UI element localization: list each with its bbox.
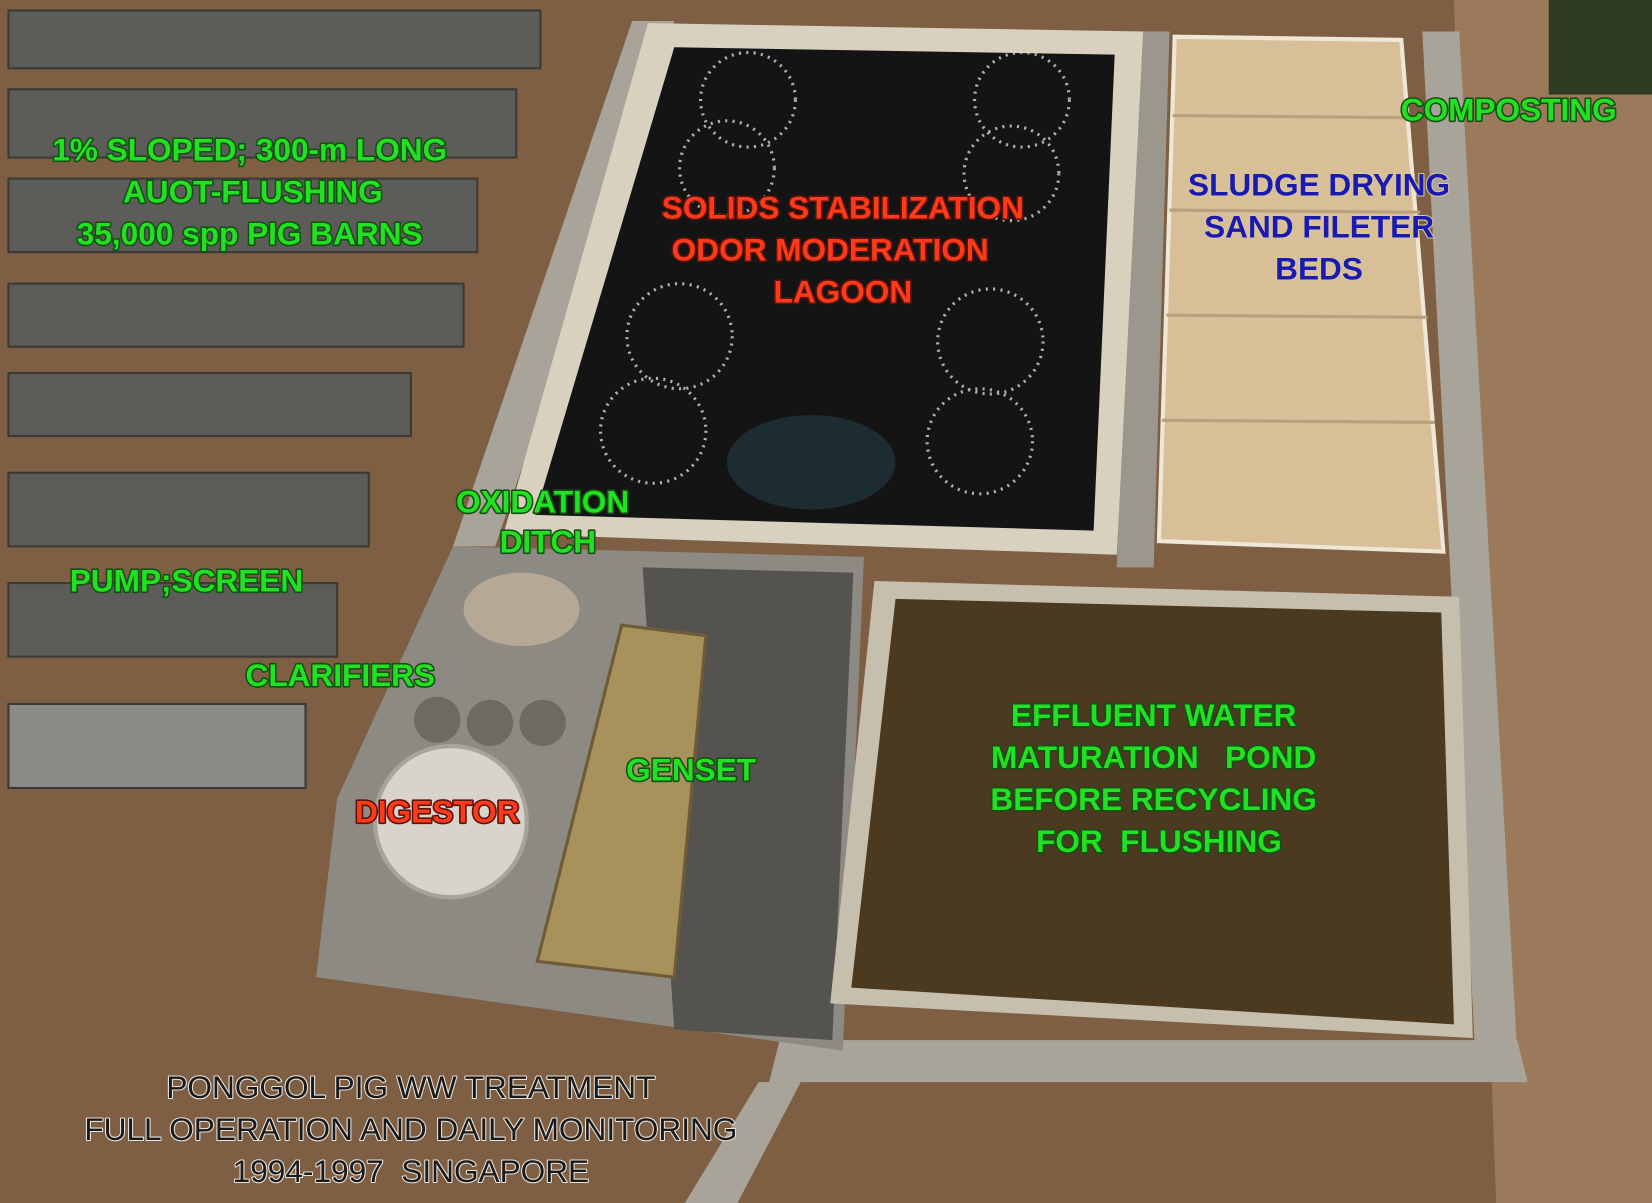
label: BEFORE RECYCLING xyxy=(990,781,1316,817)
road xyxy=(684,1082,801,1203)
label: SLUDGE DRYING xyxy=(1188,166,1450,202)
divider xyxy=(1162,418,1435,424)
pig-barns xyxy=(7,9,542,790)
label: EFFLUENT WATER xyxy=(1011,697,1297,733)
label: ODOR MODERATION xyxy=(672,232,989,268)
divider xyxy=(1166,313,1428,319)
caption: 1994-1997 SINGAPORE xyxy=(233,1153,589,1189)
label: CLARIFIERS xyxy=(246,657,436,693)
label: LAGOON xyxy=(774,274,913,310)
maturation-pond xyxy=(851,598,1454,1025)
barn xyxy=(7,471,370,548)
label: BEDS xyxy=(1275,250,1363,286)
aerator xyxy=(972,50,1071,149)
clear-water xyxy=(726,415,896,510)
label: DITCH xyxy=(500,524,597,560)
bed-dividers xyxy=(1162,113,1435,424)
aerator xyxy=(962,124,1061,223)
genset-building xyxy=(535,623,708,979)
label: 1% SLOPED; 300-m LONG xyxy=(52,132,447,168)
label: PUMP;SCREEN xyxy=(70,562,303,598)
barn xyxy=(7,88,518,159)
aerator xyxy=(677,119,776,217)
caption: PONGGOL PIG WW TREATMENT xyxy=(166,1069,655,1105)
aerator xyxy=(936,287,1045,396)
divider xyxy=(1172,113,1412,120)
label: SAND FILETER xyxy=(1204,208,1434,244)
barn xyxy=(7,582,339,658)
label: SOLIDS STABILIZATION xyxy=(662,190,1024,226)
label: AUOT-FLUSHING xyxy=(123,174,383,210)
barn xyxy=(7,9,542,70)
digestor xyxy=(372,743,529,900)
aerator xyxy=(925,387,1035,496)
aerator xyxy=(699,50,798,149)
clarifier xyxy=(519,699,566,746)
caption: FULL OPERATION AND DAILY MONITORING xyxy=(84,1111,737,1147)
label: FOR FLUSHING xyxy=(1036,823,1282,859)
road xyxy=(769,1040,1528,1083)
divider xyxy=(1169,208,1421,214)
trees xyxy=(1548,0,1652,95)
aerator xyxy=(625,282,734,391)
oxidation-ditch xyxy=(463,572,580,647)
aerators xyxy=(598,50,1071,496)
label: COMPOSTING xyxy=(1401,92,1617,128)
label: MATURATION POND xyxy=(991,739,1316,775)
clarifier xyxy=(466,699,514,746)
barn xyxy=(7,371,412,438)
barn xyxy=(7,177,479,254)
label: GENSET xyxy=(626,752,756,788)
barn xyxy=(7,702,307,790)
clarifier xyxy=(414,696,461,743)
label: DIGESTOR xyxy=(355,794,520,830)
road xyxy=(1422,31,1518,1051)
barn xyxy=(7,282,465,348)
label: OXIDATION xyxy=(456,484,629,520)
aerator xyxy=(598,376,708,485)
label: 35,000 spp PIG BARNS xyxy=(77,216,423,252)
